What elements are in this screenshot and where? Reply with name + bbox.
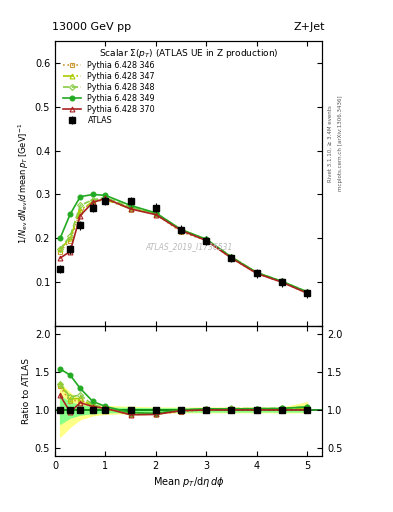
Pythia 6.428 348 (179, 226, 184, 232)
Pythia 6.428 348 (68, 233, 72, 239)
Pythia 6.428 347 (279, 279, 284, 285)
Pythia 6.428 348 (229, 254, 234, 260)
Pythia 6.428 346 (68, 238, 72, 244)
Pythia 6.428 349 (103, 193, 108, 199)
Line: Pythia 6.428 370: Pythia 6.428 370 (58, 196, 310, 295)
Pythia 6.428 370 (229, 255, 234, 261)
Pythia 6.428 370 (179, 227, 184, 233)
Pythia 6.428 370 (254, 270, 259, 276)
Text: 13000 GeV pp: 13000 GeV pp (52, 23, 132, 32)
Pythia 6.428 349 (128, 202, 133, 208)
Line: Pythia 6.428 347: Pythia 6.428 347 (58, 197, 310, 295)
Pythia 6.428 349 (78, 194, 83, 200)
Pythia 6.428 349 (179, 226, 184, 232)
Pythia 6.428 349 (58, 236, 62, 242)
Pythia 6.428 370 (68, 248, 72, 254)
Pythia 6.428 346 (229, 255, 234, 261)
Pythia 6.428 349 (154, 210, 158, 216)
Pythia 6.428 348 (103, 195, 108, 201)
Pythia 6.428 346 (103, 196, 108, 202)
Pythia 6.428 346 (154, 211, 158, 217)
Pythia 6.428 346 (254, 270, 259, 276)
Pythia 6.428 346 (78, 209, 83, 215)
Pythia 6.428 348 (128, 204, 133, 210)
Pythia 6.428 348 (154, 210, 158, 217)
Pythia 6.428 347 (154, 211, 158, 217)
Pythia 6.428 346 (305, 290, 310, 296)
Pythia 6.428 347 (254, 269, 259, 275)
Pythia 6.428 347 (179, 226, 184, 232)
Y-axis label: Ratio to ATLAS: Ratio to ATLAS (22, 358, 31, 424)
Pythia 6.428 347 (229, 254, 234, 260)
Text: Scalar $\Sigma(p_T)$ (ATLAS UE in Z production): Scalar $\Sigma(p_T)$ (ATLAS UE in Z prod… (99, 47, 278, 60)
Pythia 6.428 347 (103, 197, 108, 203)
Pythia 6.428 370 (78, 212, 83, 219)
Pythia 6.428 349 (254, 269, 259, 275)
Pythia 6.428 349 (204, 236, 209, 242)
Pythia 6.428 370 (58, 255, 62, 261)
Pythia 6.428 347 (78, 207, 83, 213)
Pythia 6.428 347 (90, 199, 95, 205)
Pythia 6.428 346 (58, 248, 62, 254)
Pythia 6.428 348 (254, 269, 259, 275)
Text: Rivet 3.1.10, ≥ 3.4M events: Rivet 3.1.10, ≥ 3.4M events (328, 105, 333, 182)
Pythia 6.428 348 (90, 197, 95, 203)
Pythia 6.428 348 (58, 246, 62, 252)
Pythia 6.428 370 (128, 206, 133, 212)
Pythia 6.428 346 (179, 229, 184, 235)
Pythia 6.428 347 (128, 205, 133, 211)
Pythia 6.428 349 (305, 289, 310, 295)
Pythia 6.428 349 (90, 191, 95, 198)
Text: mcplots.cern.ch [arXiv:1306.3436]: mcplots.cern.ch [arXiv:1306.3436] (338, 96, 343, 191)
Pythia 6.428 370 (154, 211, 158, 218)
Y-axis label: $1/N_\mathrm{ev}\,dN_\mathrm{ev}/d\,\mathrm{mean}\,p_T\,[\mathrm{GeV}]^{-1}$: $1/N_\mathrm{ev}\,dN_\mathrm{ev}/d\,\mat… (16, 123, 31, 244)
Pythia 6.428 370 (305, 290, 310, 296)
Pythia 6.428 348 (305, 289, 310, 295)
Pythia 6.428 370 (204, 238, 209, 244)
Pythia 6.428 370 (90, 199, 95, 205)
Line: Pythia 6.428 349: Pythia 6.428 349 (58, 192, 310, 294)
Line: Pythia 6.428 348: Pythia 6.428 348 (58, 196, 309, 294)
Pythia 6.428 348 (78, 202, 83, 208)
Line: Pythia 6.428 346: Pythia 6.428 346 (58, 197, 309, 295)
Pythia 6.428 349 (68, 211, 72, 217)
Text: Z+Jet: Z+Jet (294, 23, 325, 32)
Text: ATLAS_2019_I1736531: ATLAS_2019_I1736531 (145, 242, 232, 251)
Pythia 6.428 348 (279, 278, 284, 284)
Pythia 6.428 370 (103, 196, 108, 202)
X-axis label: Mean $p_T$/d$\eta\,d\phi$: Mean $p_T$/d$\eta\,d\phi$ (153, 475, 224, 489)
Pythia 6.428 349 (279, 278, 284, 284)
Pythia 6.428 347 (305, 289, 310, 295)
Pythia 6.428 346 (90, 198, 95, 204)
Pythia 6.428 347 (204, 237, 209, 243)
Pythia 6.428 346 (204, 238, 209, 244)
Pythia 6.428 346 (279, 279, 284, 285)
Pythia 6.428 348 (204, 237, 209, 243)
Pythia 6.428 346 (128, 205, 133, 211)
Pythia 6.428 370 (279, 279, 284, 285)
Pythia 6.428 347 (68, 236, 72, 242)
Legend: Pythia 6.428 346, Pythia 6.428 347, Pythia 6.428 348, Pythia 6.428 349, Pythia 6: Pythia 6.428 346, Pythia 6.428 347, Pyth… (62, 59, 157, 126)
Pythia 6.428 349 (229, 254, 234, 260)
Pythia 6.428 347 (58, 246, 62, 252)
